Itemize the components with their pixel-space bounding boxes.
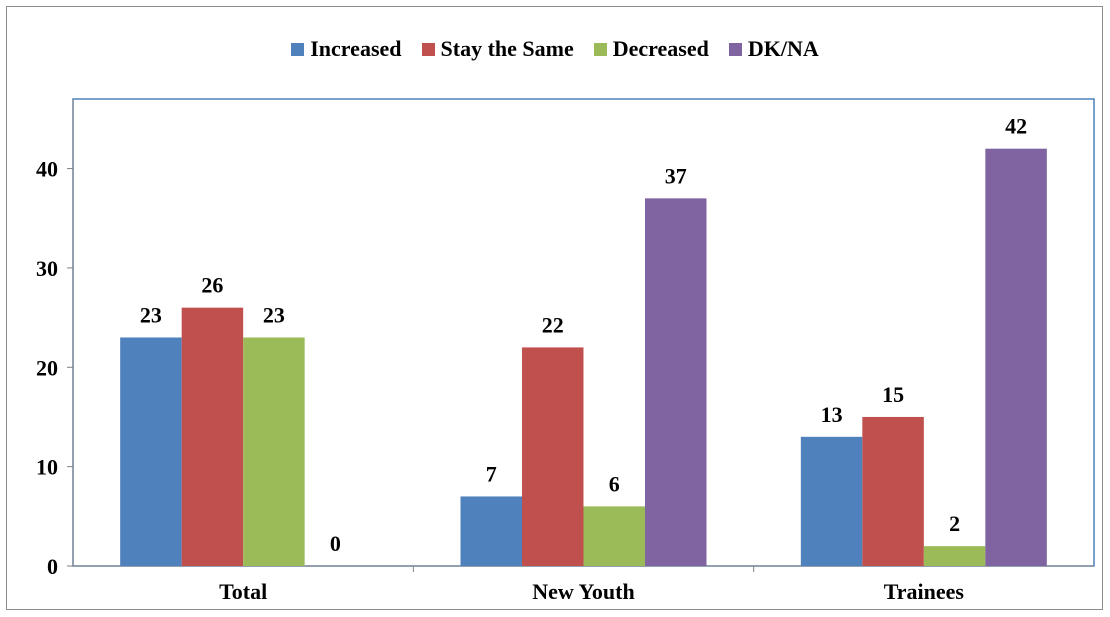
data-label-stay-the-same-trainees: 15 [882,382,904,407]
data-label-stay-the-same-new-youth: 22 [542,312,564,337]
legend-label-stay-the-same: Stay the Same [440,36,574,61]
legend-label-increased: Increased [310,36,402,61]
legend-swatch-increased [291,42,305,56]
bar-increased-trainees [800,436,863,566]
x-category-label-total: Total [219,579,267,604]
data-label-decreased-new-youth: 6 [609,471,620,496]
legend-item-dk-na: DK/NA [728,36,819,62]
legend-swatch-dk-na [728,42,742,56]
bar-dk-na-trainees [985,148,1047,566]
y-tick-label: 10 [36,455,58,480]
data-label-stay-the-same-total: 26 [201,273,223,298]
legend-label-decreased: Decreased [612,36,709,61]
data-label-increased-total: 23 [140,302,162,327]
y-tick-label: 40 [36,157,58,182]
legend-item-stay-the-same: Stay the Same [421,36,574,62]
legend-item-increased: Increased [291,36,402,62]
bar-stay-the-same-trainees [862,416,924,566]
legend-swatch-decreased [593,42,607,56]
bar-increased-total [120,337,182,566]
bar-dk-na-new-youth [645,198,707,567]
legend-swatch-stay-the-same [421,42,435,56]
y-tick-label: 30 [36,256,58,281]
data-label-decreased-trainees: 2 [949,511,960,536]
bar-increased-new-youth [460,496,522,566]
bar-decreased-new-youth [583,506,645,566]
data-label-increased-new-youth: 7 [486,461,497,486]
chart-legend: Increased Stay the Same Decreased DK/NA [0,36,1110,62]
y-tick-label: 0 [47,554,58,579]
x-category-label-trainees: Trainees [884,579,965,604]
legend-item-decreased: Decreased [593,36,709,62]
bar-stay-the-same-new-youth [522,347,584,566]
data-label-increased-trainees: 13 [821,402,843,427]
x-category-label-new-youth: New Youth [532,579,634,604]
bar-stay-the-same-total [181,307,244,566]
data-label-decreased-total: 23 [263,302,285,327]
data-label-dk-na-total: 0 [330,531,341,556]
chart-frame [6,6,1103,610]
data-label-dk-na-new-youth: 37 [665,163,687,188]
bar-decreased-total [243,337,305,566]
data-label-dk-na-trainees: 42 [1005,114,1027,139]
legend-label-dk-na: DK/NA [747,36,819,61]
bar-decreased-trainees [923,546,986,566]
y-tick-label: 20 [36,355,58,380]
